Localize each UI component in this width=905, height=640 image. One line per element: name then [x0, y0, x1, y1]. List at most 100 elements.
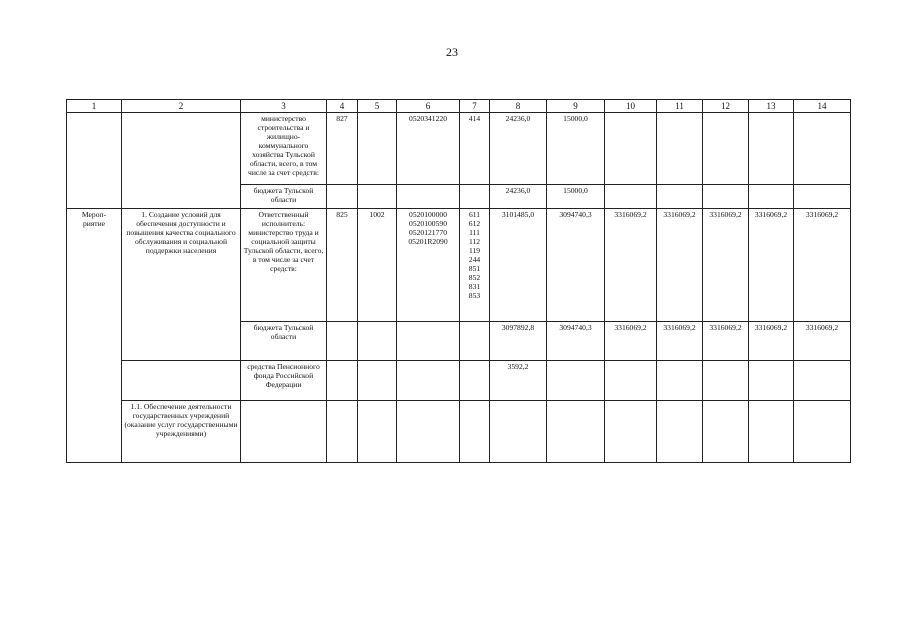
cell: 24236,0	[489, 112, 547, 185]
table-row: Мероп- риятие 1. Создание условий для об…	[66, 208, 851, 463]
header-cell: 7	[459, 99, 490, 113]
table-row: 1.1. Обеспечение деятельности государств…	[67, 400, 851, 463]
cell-activity: 1.1. Обеспечение деятельности государств…	[121, 400, 241, 463]
cell	[546, 360, 605, 401]
cell	[604, 184, 657, 209]
cell: 3097892,8	[489, 321, 547, 361]
budget-table: 1 2 3 4 5 6 7 8 9 10 11 12 13 14 министе…	[66, 99, 851, 463]
cell: 611 612 111 112 119 244 851 852 831 853	[459, 208, 490, 322]
header-cell: 14	[793, 99, 851, 113]
cell	[357, 184, 397, 209]
cell: 3316069,2	[656, 321, 703, 361]
cell: 3094740,3	[546, 208, 605, 322]
cell	[793, 400, 851, 463]
cell	[326, 184, 358, 209]
cell	[396, 184, 460, 209]
cell	[604, 112, 657, 185]
header-cell: 5	[357, 99, 397, 113]
cell: 3592,2	[489, 360, 547, 401]
cell: 0520100000 0520100590 0520121770 05201R2…	[396, 208, 460, 322]
cell	[357, 360, 397, 401]
cell	[357, 321, 397, 361]
cell	[793, 184, 851, 209]
cell: 15000,0	[546, 184, 605, 209]
cell-executor: министерство строительства и жилищно-ком…	[240, 112, 327, 185]
cell	[459, 400, 490, 463]
cell: средства Пенсионного фонда Российской Фе…	[240, 360, 327, 401]
cell: 827	[326, 112, 358, 185]
cell: 0520341220	[396, 112, 460, 185]
cell-type: Мероп- риятие	[66, 208, 122, 463]
header-cell: 1	[66, 99, 122, 113]
cell: 3316069,2	[702, 321, 749, 361]
cell: 3316069,2	[748, 321, 794, 361]
cell	[702, 400, 749, 463]
cell	[357, 112, 397, 185]
cell	[459, 321, 490, 361]
cell	[656, 400, 703, 463]
cell-executor: Ответственный исполнитель: министерство …	[240, 208, 327, 322]
cell	[656, 360, 703, 401]
header-cell: 4	[326, 99, 358, 113]
cell	[121, 112, 241, 209]
cell	[702, 112, 749, 185]
header-cell: 3	[240, 99, 327, 113]
cell	[748, 112, 794, 185]
cell: 15000,0	[546, 112, 605, 185]
page-number: 23	[446, 45, 458, 59]
cell	[793, 360, 851, 401]
table-row: средства Пенсионного фонда Российской Фе…	[67, 360, 851, 401]
cell	[604, 360, 657, 401]
cell	[748, 400, 794, 463]
cell: бюджета Тульской области	[240, 184, 327, 209]
cell	[702, 360, 749, 401]
cell	[656, 112, 703, 185]
cell: бюджета Тульской области	[240, 321, 327, 361]
cell: 3316069,2	[748, 208, 794, 322]
cell	[66, 112, 122, 209]
table-row: бюджета Тульской области 24236,0 15000,0	[67, 184, 851, 209]
header-cell: 8	[489, 99, 547, 113]
header-cell: 9	[546, 99, 605, 113]
cell: 3094740,3	[546, 321, 605, 361]
cell	[604, 400, 657, 463]
cell	[546, 400, 605, 463]
header-cell: 6	[396, 99, 460, 113]
header-cell: 10	[604, 99, 657, 113]
cell-activity: 1. Создание условий для обеспечения дост…	[121, 208, 241, 361]
cell	[326, 321, 358, 361]
cell	[748, 184, 794, 209]
cell	[396, 321, 460, 361]
cell	[357, 400, 397, 463]
cell: 3316069,2	[604, 208, 657, 322]
cell: 1002	[357, 208, 397, 322]
header-cell: 13	[748, 99, 794, 113]
cell: 3316069,2	[793, 208, 851, 322]
header-cell: 12	[702, 99, 749, 113]
cell	[396, 400, 460, 463]
cell	[240, 400, 327, 463]
cell	[326, 360, 358, 401]
cell	[793, 112, 851, 185]
cell: 3316069,2	[656, 208, 703, 322]
cell	[489, 400, 547, 463]
cell: 414	[459, 112, 490, 185]
cell: 24236,0	[489, 184, 547, 209]
cell: 3316069,2	[702, 208, 749, 322]
cell	[396, 360, 460, 401]
cell: 3316069,2	[793, 321, 851, 361]
header-cell: 11	[656, 99, 703, 113]
table-row: министерство строительства и жилищно-ком…	[66, 112, 851, 209]
cell	[748, 360, 794, 401]
cell: 3316069,2	[604, 321, 657, 361]
header-row: 1 2 3 4 5 6 7 8 9 10 11 12 13 14	[66, 99, 851, 113]
cell: 825	[326, 208, 358, 322]
cell	[121, 360, 241, 401]
cell: 3101485,0	[489, 208, 547, 322]
cell	[459, 184, 490, 209]
cell	[326, 400, 358, 463]
cell	[656, 184, 703, 209]
cell	[702, 184, 749, 209]
table-row: бюджета Тульской области 3097892,8 30947…	[67, 321, 851, 361]
header-cell: 2	[121, 99, 241, 113]
